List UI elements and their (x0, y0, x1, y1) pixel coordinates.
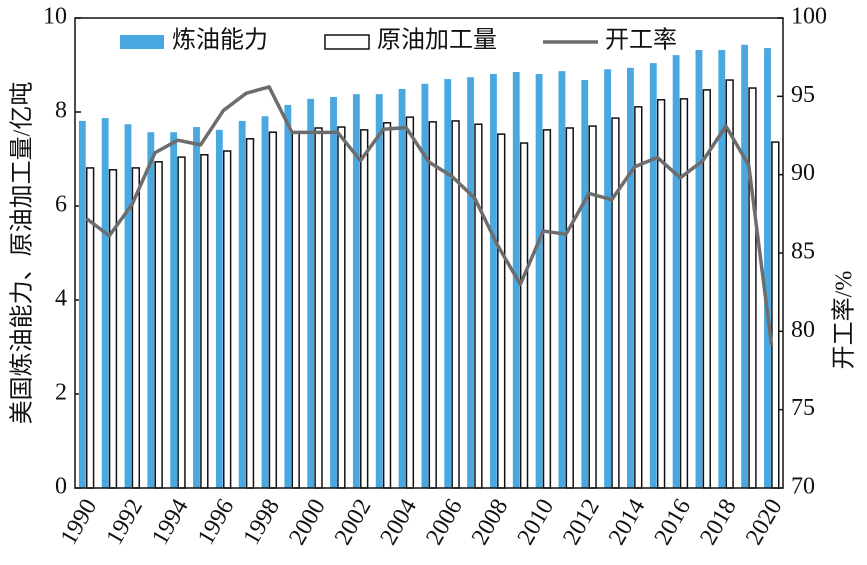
y2-axis-label: 开工率/% (831, 271, 858, 370)
x-tick-label: 2002 (330, 495, 377, 550)
x-tick-label: 2020 (741, 495, 788, 550)
bar (489, 73, 497, 489)
x-tick-label: 1992 (102, 495, 149, 550)
bar (108, 169, 118, 489)
x-tick-label: 2008 (467, 495, 514, 550)
x-tick-label: 2018 (695, 495, 742, 550)
x-tick-label: 2006 (421, 495, 468, 550)
bar (581, 80, 589, 488)
bar (314, 127, 323, 489)
bar (672, 55, 680, 488)
y2-tick-label: 85 (791, 239, 815, 265)
bar (542, 129, 552, 489)
y-tick-label: 2 (55, 380, 67, 406)
y-tick-label: 0 (55, 474, 67, 500)
y-tick-label: 8 (55, 98, 67, 124)
bar (307, 98, 315, 488)
legend-label: 炼油能力 (172, 27, 268, 54)
y2-tick-label: 90 (791, 160, 815, 186)
bar (565, 127, 574, 489)
bar (284, 104, 292, 488)
bar (177, 156, 186, 489)
y2-tick-label: 70 (791, 474, 815, 500)
y2-tick-label: 100 (791, 4, 827, 30)
legend-swatch (120, 35, 164, 49)
bar (741, 44, 749, 488)
bar (147, 132, 155, 488)
bar (748, 87, 757, 489)
bar (375, 94, 383, 488)
bar (558, 71, 566, 489)
y2-tick-label: 75 (791, 395, 815, 421)
bar (771, 141, 780, 489)
x-tick-label: 2012 (558, 495, 605, 550)
bar (718, 49, 726, 489)
bar (238, 120, 246, 489)
x-tick-label: 2014 (604, 495, 651, 550)
y2-tick-label: 80 (791, 317, 815, 343)
x-tick-label: 2000 (284, 495, 331, 550)
y-tick-label: 10 (43, 4, 67, 30)
bar (444, 79, 452, 488)
bar (85, 167, 95, 489)
bar (101, 118, 109, 489)
bar (154, 161, 163, 489)
x-tick-label: 1994 (147, 495, 194, 550)
bar (78, 120, 86, 489)
bar (725, 79, 734, 489)
bar (131, 167, 141, 489)
bar (604, 69, 612, 488)
bar (382, 122, 392, 489)
bar (679, 98, 689, 489)
bar (519, 142, 529, 489)
x-tick-label: 1990 (56, 495, 103, 550)
bar (360, 129, 369, 489)
bar (474, 123, 483, 489)
y2-tick-label: 95 (791, 82, 815, 108)
bar (497, 133, 506, 489)
plot-frame (74, 17, 784, 489)
legend-label: 开工率 (605, 27, 677, 54)
legend-label: 原油加工量 (377, 27, 497, 54)
bar (337, 126, 346, 489)
bar (764, 48, 771, 488)
bar (245, 138, 255, 489)
bar (695, 49, 703, 489)
bar (428, 121, 437, 489)
bar (223, 150, 232, 489)
bar (268, 131, 278, 489)
line (85, 85, 774, 346)
bar (535, 73, 543, 489)
bar (124, 124, 132, 488)
y-tick-label: 6 (55, 192, 67, 218)
bar (421, 83, 429, 489)
bar (330, 96, 337, 489)
bar (352, 94, 360, 488)
x-tick-label: 1996 (193, 495, 240, 550)
x-tick-label: 2010 (513, 495, 560, 550)
bar (215, 129, 223, 489)
y-axis-label: 美国炼油能力、原油加工量/亿吨 (9, 82, 36, 425)
bar (170, 132, 178, 488)
y-tick-label: 4 (55, 286, 67, 312)
bar (627, 67, 634, 488)
legend-swatch (324, 34, 370, 50)
bar (291, 131, 300, 489)
bar (193, 127, 200, 488)
x-tick-label: 2016 (650, 495, 697, 550)
bar (200, 154, 209, 489)
bar (588, 125, 597, 489)
bar (649, 63, 657, 489)
bar (398, 88, 406, 488)
bar (261, 116, 269, 488)
bar (611, 117, 620, 489)
bar (467, 77, 474, 488)
bar (405, 116, 415, 489)
x-tick-label: 1998 (239, 495, 286, 550)
x-tick-label: 2004 (376, 495, 423, 550)
